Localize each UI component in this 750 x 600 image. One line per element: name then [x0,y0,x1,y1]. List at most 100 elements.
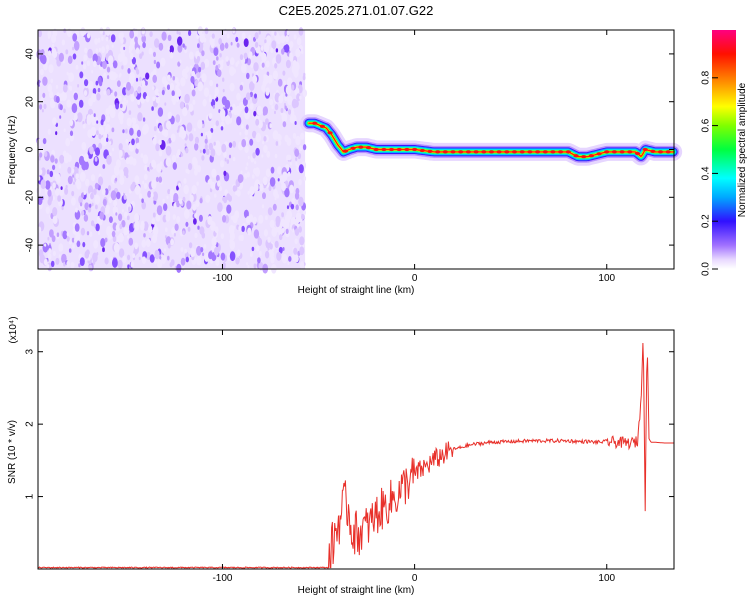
noise-speckle [249,251,253,257]
noise-speckle [232,185,237,192]
noise-speckle [258,262,264,271]
noise-speckle [252,174,255,179]
noise-speckle [241,63,247,74]
noise-speckle [86,114,92,123]
noise-speckle [289,115,295,124]
noise-speckle [135,47,140,54]
noise-speckle [262,140,265,145]
noise-speckle [151,179,157,190]
noise-speckle [247,191,250,195]
noise-speckle [147,190,152,198]
noise-speckle [97,87,101,93]
noise-speckle [287,109,292,115]
noise-speckle [49,91,54,99]
noise-speckle [72,53,77,60]
noise-speckle [120,103,123,109]
noise-speckle [285,85,292,95]
noise-speckle [84,250,90,259]
noise-speckle [177,149,181,156]
noise-speckle [171,90,175,97]
noise-speckle [260,45,264,51]
noise-speckle [299,261,305,269]
noise-speckle [121,209,124,213]
noise-speckle [266,151,271,158]
noise-speckle [61,39,66,46]
noise-speckle [252,130,257,139]
noise-speckle [270,166,275,174]
noise-speckle [196,245,202,256]
noise-speckle [48,248,52,253]
noise-speckle [82,241,86,248]
noise-speckle [141,239,147,248]
noise-speckle [173,202,177,209]
x-tick-label: 0 [412,573,418,584]
noise-speckle [248,214,254,222]
noise-speckle [116,191,121,200]
noise-speckle [241,32,246,40]
noise-speckle [184,209,190,219]
noise-speckle [190,83,195,90]
noise-speckle [135,77,139,82]
noise-speckle [40,68,44,76]
noise-speckle [251,246,255,252]
noise-speckle [78,155,85,166]
noise-speckle [101,46,105,54]
noise-speckle [216,174,220,182]
noise-speckle [69,130,74,137]
noise-speckle [46,264,50,269]
snr-plot-area [38,330,674,569]
spectrogram-heat [36,26,683,274]
noise-speckle [167,188,171,195]
noise-speckle [249,186,255,196]
noise-speckle [185,221,189,227]
noise-speckle [244,129,249,136]
noise-speckle [42,76,48,86]
ridge-peak [619,150,625,154]
noise-speckle [224,42,229,49]
noise-speckle [63,128,66,133]
noise-speckle [179,101,185,110]
noise-speckle [292,132,297,139]
noise-speckle [167,255,170,261]
ridge-peak [596,152,602,156]
noise-speckle [152,86,155,91]
noise-speckle [223,151,227,158]
noise-speckle [278,246,283,254]
colorbar: 0.0 0.2 0.4 0.6 0.8 Normalized spectral ampl… [701,30,748,276]
colorbar-tick-label: 0.2 [701,214,712,228]
noise-speckle [67,55,73,64]
noise-speckle [203,244,207,249]
noise-speckle [52,117,57,126]
noise-speckle [96,93,101,101]
noise-speckle [174,77,179,84]
noise-speckle [187,226,191,232]
noise-speckle [173,192,179,203]
noise-speckle [105,36,109,42]
noise-speckle [261,52,267,63]
noise-speckle [93,223,96,228]
noise-speckle [82,123,86,129]
x-tick-label: -100 [212,273,232,284]
noise-speckle [167,74,171,81]
noise-speckle [129,49,132,54]
noise-speckle [254,160,257,165]
noise-speckle [59,104,63,111]
noise-speckle [55,131,58,136]
noise-speckle [40,96,44,103]
ridge-peak [527,150,533,154]
noise-speckle [76,112,83,123]
noise-speckle [253,263,257,269]
noise-speckle [142,154,149,164]
noise-speckle [44,151,48,157]
noise-speckle [188,242,193,249]
noise-speckle [130,94,135,102]
noise-speckle [56,232,60,237]
noise-speckle [294,99,299,108]
noise-speckle [148,225,153,234]
noise-speckle [130,261,135,268]
noise-speckle [252,152,256,159]
noise-speckle [137,112,143,122]
noise-speckle [156,205,163,216]
noise-speckle [110,34,116,43]
noise-speckle [73,181,75,185]
